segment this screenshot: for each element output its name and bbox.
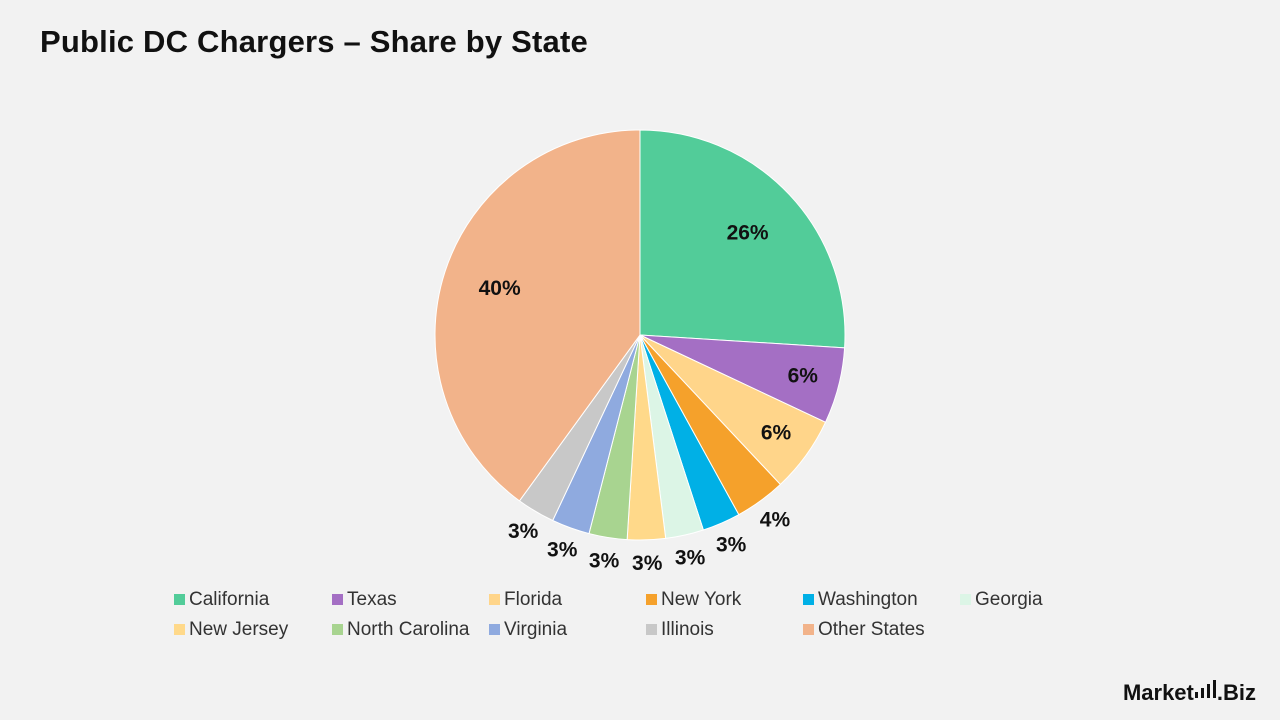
legend-label-texas: Texas bbox=[347, 589, 397, 610]
legend-swatch-texas bbox=[332, 594, 343, 605]
signal-bars-icon bbox=[1194, 680, 1216, 698]
legend-label-georgia: Georgia bbox=[975, 589, 1043, 610]
pie-slice-california bbox=[639, 129, 846, 349]
pie-slices bbox=[434, 129, 846, 541]
legend-swatch-florida bbox=[489, 594, 500, 605]
legend-label-washington: Washington bbox=[818, 589, 918, 610]
legend-label-new-jersey: New Jersey bbox=[189, 619, 289, 640]
legend-swatch-california bbox=[174, 594, 185, 605]
slice-label-georgia: 3% bbox=[675, 547, 706, 570]
legend-swatch-new-jersey bbox=[174, 624, 185, 635]
legend-label-florida: Florida bbox=[504, 589, 563, 610]
slice-labels: 26% 6% 6% 4% 3% 3% 3% 3% 3% 3% 40% bbox=[479, 222, 819, 576]
slice-label-illinois: 3% bbox=[508, 520, 539, 543]
page-title: Public DC Chargers – Share by State bbox=[40, 24, 588, 59]
legend-label-illinois: Illinois bbox=[661, 619, 714, 640]
slice-label-other-states: 40% bbox=[479, 277, 521, 300]
slice-label-north-carolina: 3% bbox=[589, 549, 620, 572]
legend-swatch-virginia bbox=[489, 624, 500, 635]
legend-label-california: California bbox=[189, 589, 270, 610]
legend: California Texas Florida New York Washington… bbox=[174, 589, 1043, 640]
slice-label-texas: 6% bbox=[788, 364, 819, 387]
legend-swatch-illinois bbox=[646, 624, 657, 635]
brand-text-left: Market bbox=[1122, 680, 1194, 705]
slice-label-new-york: 4% bbox=[760, 508, 791, 531]
legend-swatch-north-carolina bbox=[332, 624, 343, 635]
legend-swatch-other-states bbox=[803, 624, 814, 635]
legend-label-new-york: New York bbox=[661, 589, 742, 610]
slice-label-florida: 6% bbox=[761, 421, 792, 444]
slice-label-virginia: 3% bbox=[547, 539, 578, 562]
legend-swatch-new-york bbox=[646, 594, 657, 605]
legend-label-virginia: Virginia bbox=[504, 619, 567, 640]
legend-swatch-georgia bbox=[960, 594, 971, 605]
slice-label-california: 26% bbox=[727, 222, 769, 245]
brand-logo: Market .Biz bbox=[1123, 680, 1256, 706]
slice-label-new-jersey: 3% bbox=[632, 552, 663, 575]
legend-label-north-carolina: North Carolina bbox=[347, 619, 470, 640]
legend-label-other-states: Other States bbox=[818, 619, 925, 640]
brand-text-right: .Biz bbox=[1216, 680, 1256, 705]
legend-swatch-washington bbox=[803, 594, 814, 605]
slice-label-washington: 3% bbox=[716, 533, 747, 556]
pie-slice-other-states bbox=[434, 129, 641, 502]
